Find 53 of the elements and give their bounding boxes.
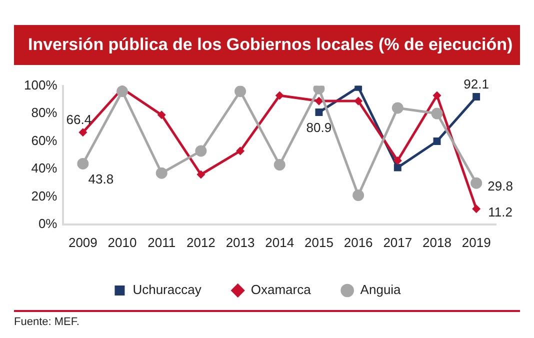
legend-label: Uchuraccay bbox=[132, 282, 202, 298]
point bbox=[394, 156, 402, 164]
x-tick-label: 2018 bbox=[422, 234, 452, 250]
point bbox=[116, 86, 128, 98]
y-tick-label: 0% bbox=[38, 216, 58, 231]
point bbox=[431, 108, 443, 120]
point bbox=[472, 93, 480, 100]
point bbox=[433, 138, 441, 145]
point bbox=[77, 158, 89, 170]
data-label: 43.8 bbox=[88, 171, 114, 186]
point bbox=[195, 145, 207, 157]
x-tick-label: 2019 bbox=[462, 234, 491, 250]
point bbox=[79, 128, 87, 136]
point bbox=[394, 164, 402, 172]
point bbox=[315, 108, 323, 116]
legend-label: Anguia bbox=[360, 282, 402, 298]
y-tick-label: 100% bbox=[24, 77, 58, 92]
data-label: 66.4 bbox=[66, 112, 92, 127]
y-tick-label: 40% bbox=[31, 160, 58, 176]
point bbox=[158, 111, 166, 119]
x-tick-label: 2009 bbox=[68, 234, 98, 250]
x-tick-label: 2013 bbox=[226, 234, 255, 250]
chart-title: Inversión pública de los Gobiernos locales (% de ejecución) bbox=[14, 25, 520, 65]
y-tick-label: 20% bbox=[31, 188, 58, 204]
point bbox=[276, 92, 284, 100]
data-label: 29.8 bbox=[488, 178, 513, 194]
point bbox=[313, 86, 325, 94]
x-tick-label: 2017 bbox=[383, 234, 412, 250]
point bbox=[236, 147, 244, 155]
point bbox=[274, 159, 286, 171]
point bbox=[392, 102, 404, 114]
point bbox=[156, 167, 168, 179]
data-label: 11.2 bbox=[488, 204, 512, 220]
point bbox=[433, 92, 441, 100]
point bbox=[234, 86, 246, 98]
x-tick-label: 2011 bbox=[148, 234, 176, 250]
data-label: 80.9 bbox=[306, 120, 332, 135]
x-tick-label: 2014 bbox=[265, 234, 294, 250]
point bbox=[470, 177, 482, 189]
data-label: 92.1 bbox=[464, 76, 489, 92]
point bbox=[197, 170, 205, 178]
point bbox=[472, 205, 480, 213]
y-tick-label: 60% bbox=[31, 132, 58, 148]
y-tick-label: 80% bbox=[31, 105, 58, 120]
source-note: Fuente: MEF. bbox=[14, 316, 80, 328]
x-tick-label: 2015 bbox=[304, 234, 334, 250]
point bbox=[315, 97, 323, 105]
x-tick-label: 2012 bbox=[186, 234, 216, 250]
x-tick-label: 2016 bbox=[344, 234, 373, 250]
x-tick-label: 2010 bbox=[108, 234, 137, 250]
legend-label: Oxamarca bbox=[250, 282, 312, 298]
point bbox=[354, 97, 362, 105]
point bbox=[352, 190, 364, 202]
